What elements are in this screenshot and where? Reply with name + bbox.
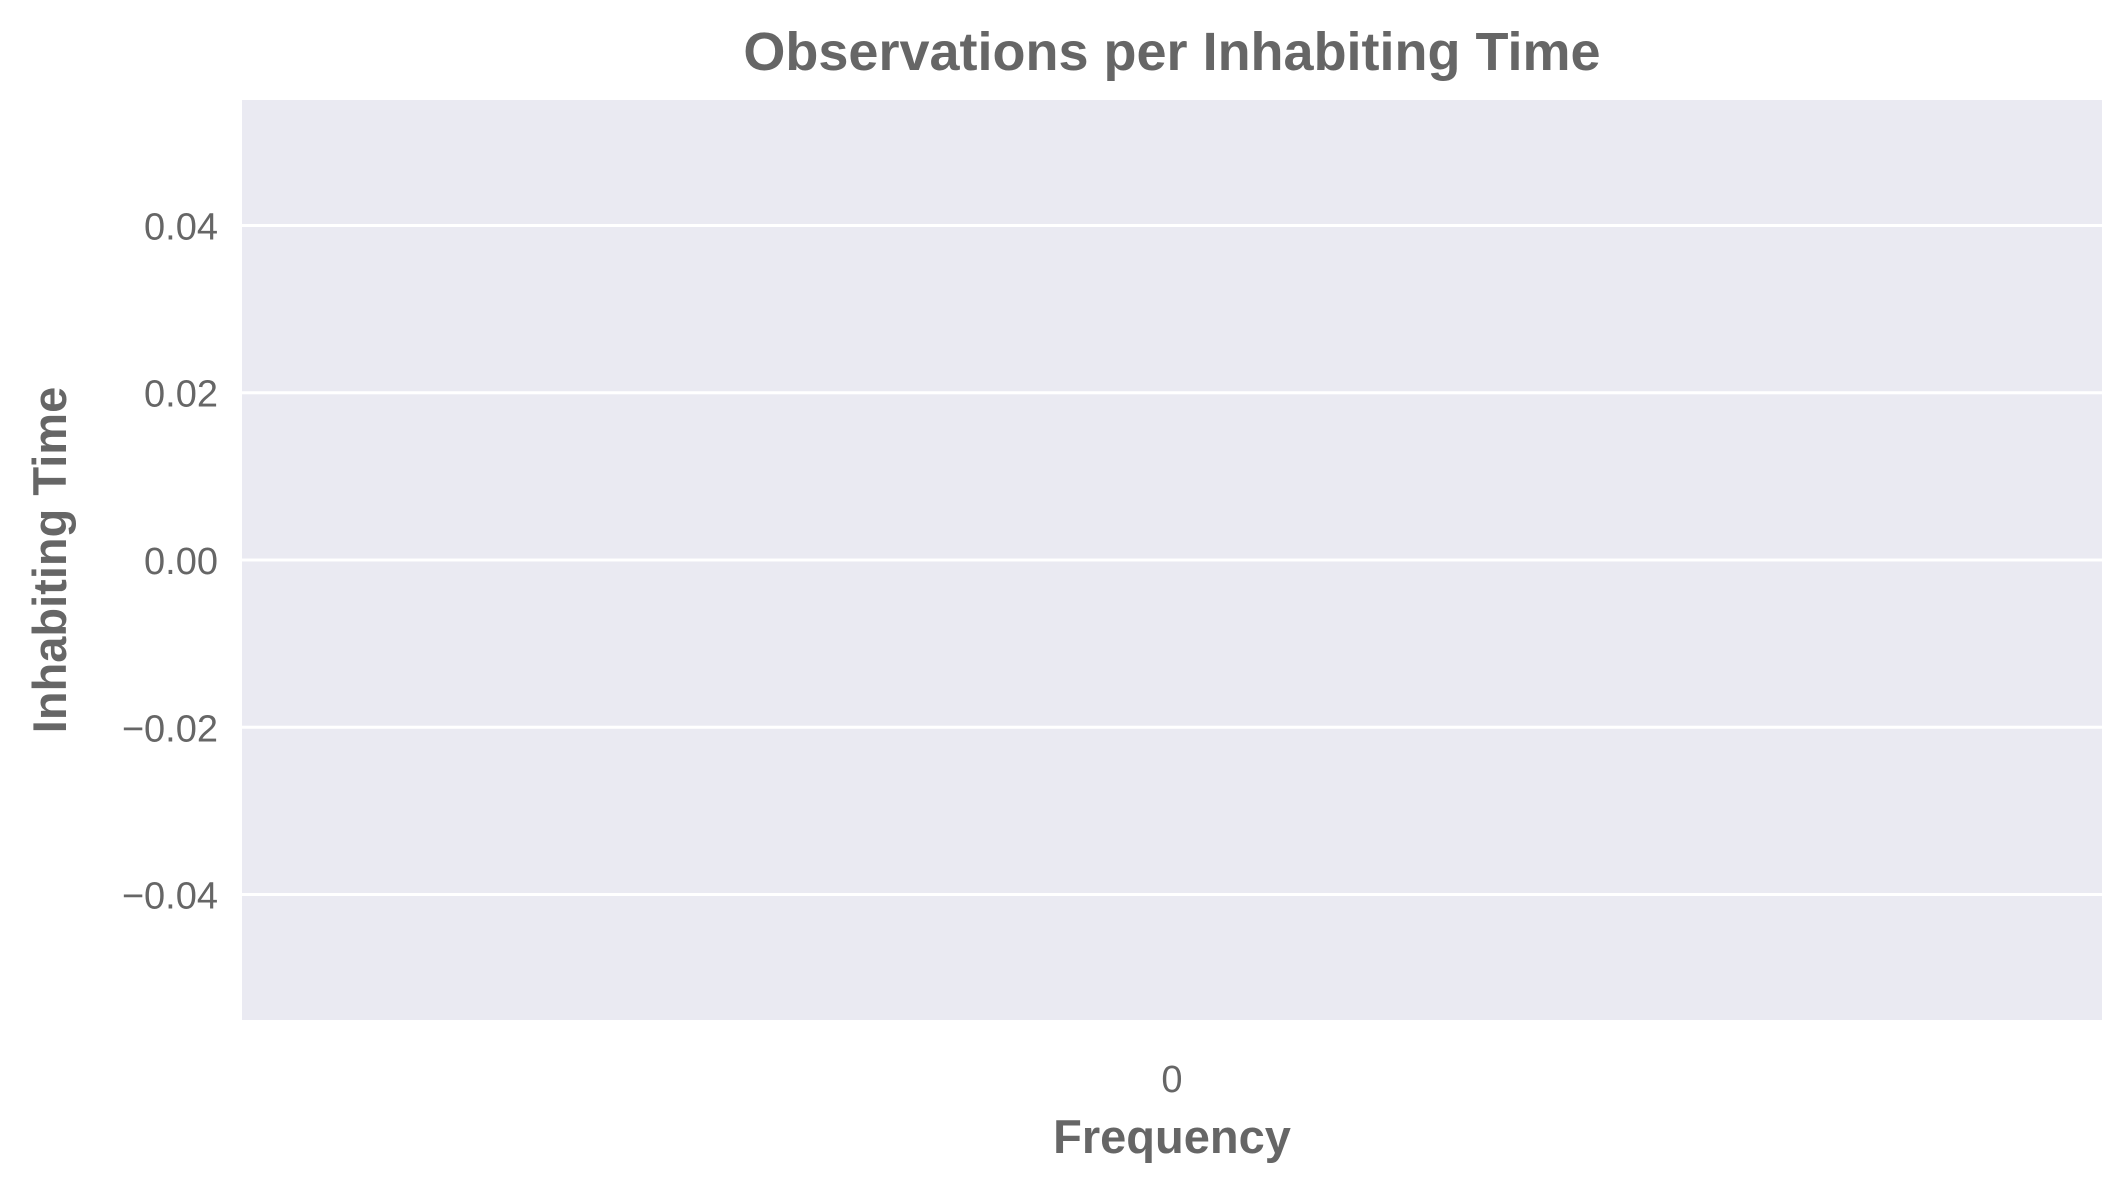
x-tick-labels: 0 [1161,1059,1182,1101]
y-tick-labels: 0.04 0.02 0.00 −0.02 −0.04 [122,206,218,917]
y-tick-label: 0.02 [144,374,218,416]
x-tick-label: 0 [1161,1059,1182,1101]
y-tick-label: 0.04 [144,206,218,248]
grid-lines [242,223,2102,897]
y-axis-label: Inhabiting Time [23,387,76,733]
y-tick-label: −0.04 [122,876,218,918]
chart-title: Observations per Inhabiting Time [743,22,1600,82]
y-tick-label: 0.00 [144,541,218,583]
y-tick-label: −0.02 [122,708,218,750]
x-axis-label: Frequency [1053,1110,1291,1163]
